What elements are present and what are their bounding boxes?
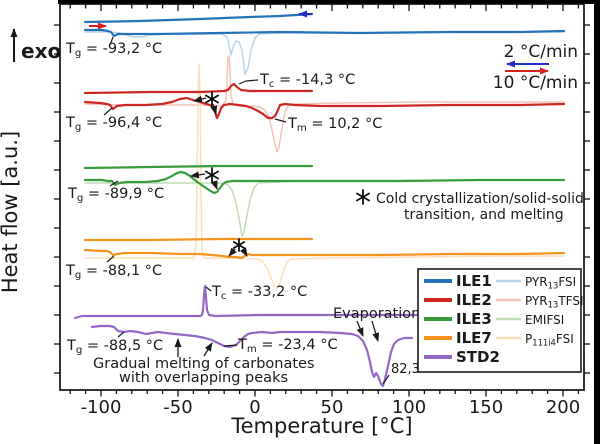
gradual-melting-arrow-2	[203, 342, 213, 357]
curve-ILE3-cooling	[83, 164, 314, 170]
star-arrow-orange-left	[228, 247, 237, 257]
y-axis-title: Heat flow [a.u.]	[0, 131, 22, 293]
annotation-tg-ile1: Tg = -93,2 °C	[65, 41, 162, 59]
leader-tg-ile7	[106, 255, 115, 263]
legend-label-ILE7: ILE7	[456, 329, 492, 347]
annotation-tm-std2: Tm = -23,4 °C	[237, 337, 338, 355]
evaporation-arrow-1	[356, 320, 364, 337]
annotation-tg-ile7: Tg = -88,1 °C	[65, 263, 162, 281]
x-tick-label: 50	[321, 397, 344, 418]
plot-frame	[59, 3, 585, 391]
legend-label-STD2: STD2	[456, 348, 500, 366]
x-tick-label: 200	[546, 397, 580, 418]
legend-label-ILE3: ILE3	[456, 310, 492, 328]
curve-ILE7-heating	[83, 248, 566, 260]
legend-label-P111i4FSI: P111i4FSI	[525, 332, 574, 348]
star-arrow-red-down	[210, 103, 218, 115]
x-tick-label: -100	[81, 397, 122, 418]
x-tick-label: 100	[392, 397, 426, 418]
cold-cryst-marker-ile7	[232, 238, 246, 252]
annotation-evaporation: Evaporation	[333, 306, 420, 322]
leader-tm-std2	[223, 344, 238, 347]
annotation-star-note-line2: transition, and melting	[404, 207, 564, 223]
x-tick-label: 0	[249, 397, 260, 418]
legend-label-ILE2: ILE2	[456, 291, 492, 309]
cold-cryst-marker-ile3	[205, 167, 219, 183]
curve-PYR13FSI-heating	[84, 31, 565, 75]
leader-tg-ile1	[109, 36, 114, 46]
curve-ILE1-cooling	[83, 12, 314, 24]
curve-ILE2-heating	[83, 96, 566, 120]
annotation-rate-2: 2 °C/min	[504, 42, 578, 62]
curve-ILE7-cooling	[83, 237, 314, 242]
leader-tc-std2	[205, 286, 212, 292]
leader-tc-ile2	[238, 79, 259, 85]
x-axis-title: Temperature [°C]	[230, 414, 412, 438]
legend-label-PYR13TFSI: PYR13TFSI	[525, 294, 584, 310]
curve-P111i4FSI-heating	[84, 63, 565, 290]
exo-label: exo	[21, 39, 61, 63]
annotation-tc-std2: Tc = -33,2 °C	[211, 284, 307, 302]
star-arrow-red-left	[193, 95, 207, 103]
cold-cryst-marker-note	[356, 189, 370, 205]
annotation-star-note-line1: Cold crystallization/solid-solid	[376, 191, 584, 207]
curve-STD2-heating	[90, 324, 414, 388]
leader-tm-ile2	[274, 118, 287, 123]
x-tick-label: 150	[469, 397, 503, 418]
leader-tg-std2	[117, 331, 125, 338]
curve-ILE1-heating	[83, 28, 566, 38]
annotation-tc-ile2: Tc = -14,3 °C	[259, 72, 355, 90]
annotation-gradual-melting-line2: with overlapping peaks	[119, 370, 288, 386]
legend-label-PYR13FSI: PYR13FSI	[525, 275, 576, 291]
leader-tg-ile2	[103, 107, 113, 116]
legend-label-EMIFSI: EMIFSI	[525, 313, 564, 327]
leader-evaporation-peak	[382, 374, 390, 385]
annotation-rate-10: 10 °C/min	[493, 73, 578, 93]
crop-border-top	[58, 0, 600, 4]
crop-border-right	[594, 0, 600, 444]
annotation-tg-std2: Tg = -88,5 °C	[66, 338, 163, 356]
leader-tg-ile3	[109, 180, 119, 187]
cold-cryst-marker-ile2	[205, 91, 219, 107]
curve-ILE2-cooling	[83, 82, 314, 95]
curve-ILE3-heating	[83, 170, 566, 195]
annotation-evaporation-peak: 82,3	[391, 362, 420, 377]
star-arrow-green-down	[210, 180, 218, 190]
evaporation-arrow-2	[371, 320, 380, 342]
curve-STD2-cooling	[73, 284, 422, 320]
legend-label-ILE1: ILE1	[456, 272, 492, 290]
x-tick-label: -50	[163, 397, 192, 418]
star-arrow-orange-right	[239, 247, 248, 257]
annotation-tg-ile2: Tg = -96,4 °C	[65, 115, 162, 133]
star-arrow-green-left	[190, 171, 206, 179]
annotation-gradual-melting-line1: Gradual melting of carbonates	[93, 356, 315, 372]
annotation-tg-ile3: Tg = -89,9 °C	[67, 186, 164, 204]
annotation-tm-ile2: Tm = 10,2 °C	[287, 116, 382, 134]
